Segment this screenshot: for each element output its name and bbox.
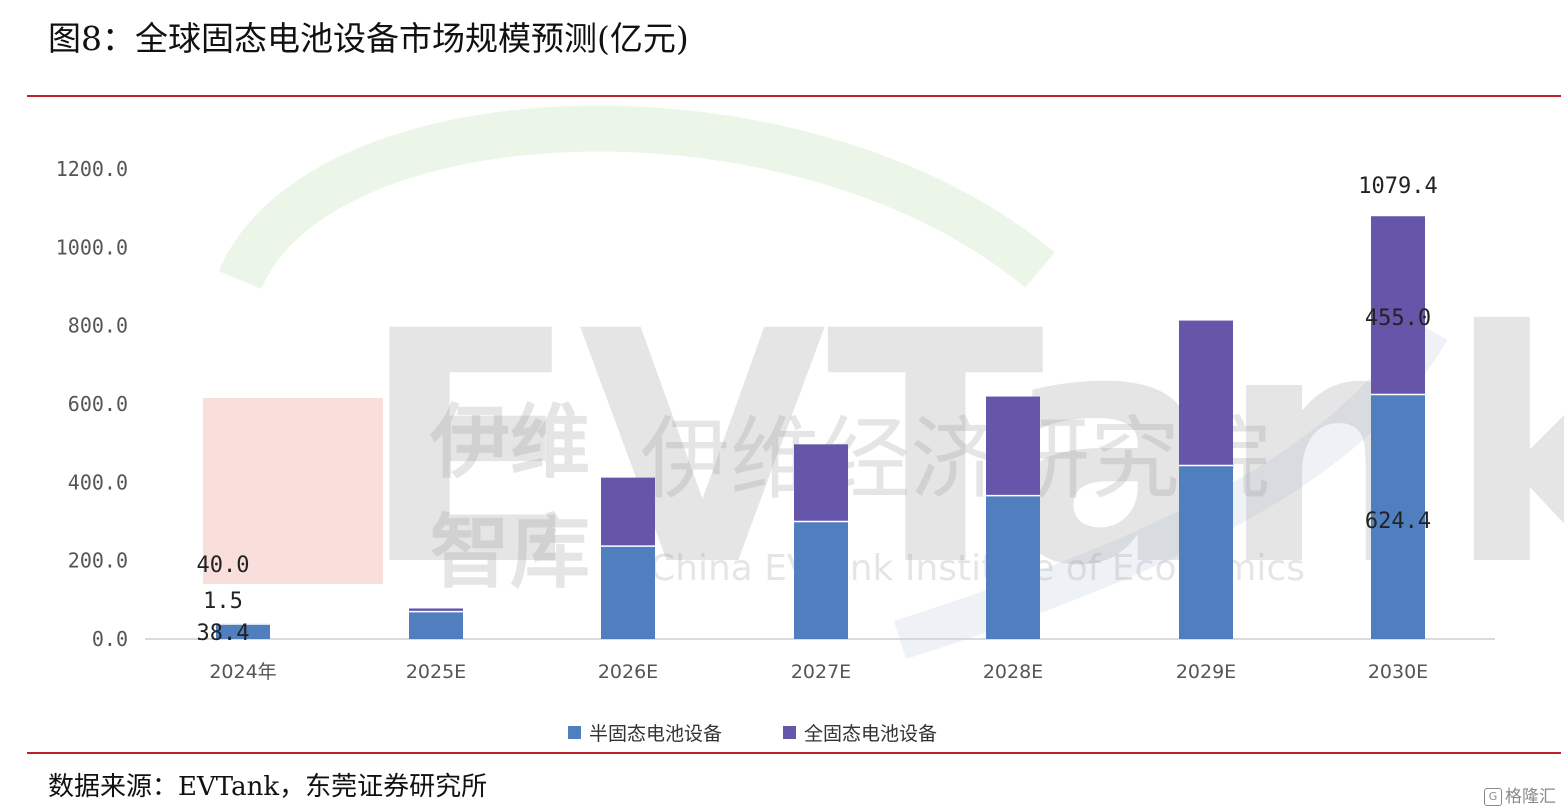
bar-all-solid	[1179, 320, 1233, 466]
x-tick-label: 2030E	[1368, 661, 1428, 683]
site-logo: G 格隆汇	[1484, 782, 1556, 807]
watermark-cn-long: 伊维经济研究院	[640, 407, 1270, 512]
figure-title: 图8：全球固态电池设备市场规模预测(亿元)	[48, 19, 689, 58]
bar-semi-solid	[409, 611, 463, 639]
watermark-big-text: EVTank	[360, 264, 1564, 636]
x-tick-label: 2025E	[406, 661, 466, 683]
data-label-semi: 38.4	[197, 621, 250, 646]
bottom-rule	[27, 752, 1561, 754]
x-tick-label: 2028E	[983, 661, 1043, 683]
bar-semi-solid	[794, 521, 848, 639]
x-tick-label: 2026E	[598, 661, 658, 683]
bar-semi-solid	[986, 495, 1040, 639]
bar-all-solid	[986, 396, 1040, 496]
watermark-logo-block	[203, 398, 383, 584]
bar-all-solid	[409, 608, 463, 612]
y-tick-label: 0.0	[92, 627, 128, 651]
bar-semi-solid	[1179, 465, 1233, 639]
y-tick-label: 1200.0	[56, 157, 128, 181]
data-label-full: 455.0	[1365, 306, 1431, 331]
bar-semi-solid	[601, 546, 655, 639]
legend-label-full: 全固态电池设备	[804, 723, 937, 745]
chart-legend: 半固态电池设备 全固态电池设备	[568, 723, 937, 745]
watermark-cn-short-1: 伊维	[429, 396, 590, 489]
y-tick-label: 800.0	[68, 314, 128, 338]
bar-all-solid	[1371, 216, 1425, 395]
data-label-semi: 624.4	[1365, 509, 1431, 534]
y-tick-label: 400.0	[68, 470, 128, 494]
logo-icon: G	[1484, 788, 1502, 806]
x-tick-label: 2024年	[209, 661, 276, 683]
data-source: 数据来源：EVTank，东莞证券研究所	[48, 772, 488, 802]
y-tick-label: 200.0	[68, 549, 128, 573]
y-tick-label: 1000.0	[56, 235, 128, 259]
chart-data-labels: 40.0 1.5 38.4 1079.4 455.0 624.4	[197, 174, 1438, 646]
legend-label-semi: 半固态电池设备	[589, 723, 722, 745]
data-label-total: 40.0	[197, 553, 250, 578]
legend-swatch-full	[783, 726, 796, 739]
y-tick-label: 600.0	[68, 392, 128, 416]
top-rule	[27, 95, 1561, 97]
chart-bars	[216, 216, 1425, 639]
x-tick-label: 2027E	[791, 661, 851, 683]
bar-all-solid	[601, 477, 655, 547]
data-label-total: 1079.4	[1358, 174, 1437, 199]
data-label-full: 1.5	[203, 589, 243, 614]
logo-text: 格隆汇	[1505, 787, 1556, 807]
bar-semi-solid	[1371, 394, 1425, 639]
watermark-swoosh	[218, 105, 1055, 290]
x-tick-label: 2029E	[1176, 661, 1236, 683]
legend-swatch-semi	[568, 726, 581, 739]
bar-semi-solid	[216, 623, 270, 639]
bar-all-solid	[794, 444, 848, 522]
watermark-cn-short-2: 智库	[430, 506, 590, 599]
